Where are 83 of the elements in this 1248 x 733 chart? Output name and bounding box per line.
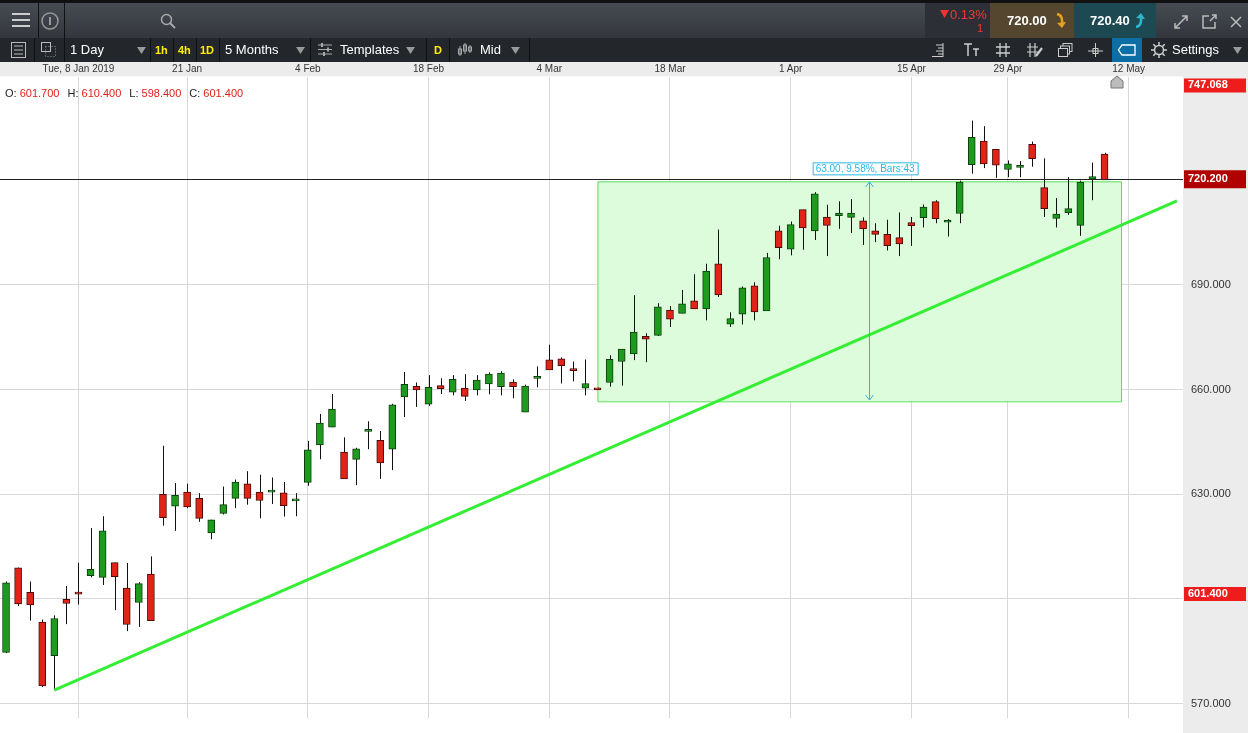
candlestick	[847, 198, 855, 234]
candlestick	[786, 221, 795, 256]
candlestick	[690, 273, 698, 310]
text: 5 Months	[225, 42, 279, 57]
y-tick-label: 630.000	[1191, 487, 1231, 500]
x-tick-label: Tue, 8 Jan 2019	[42, 63, 115, 75]
candlestick	[895, 211, 904, 257]
candlestick	[883, 219, 892, 251]
candlestick	[907, 216, 916, 247]
candlestick	[931, 199, 940, 224]
text: D	[434, 44, 442, 56]
text: Mid	[480, 42, 501, 57]
y-tick-label: 690.000	[1191, 277, 1231, 290]
band-label: 63.00, 9.58%, Bars:43	[815, 163, 916, 175]
text: 747.068	[1188, 78, 1228, 91]
annotation: H: 610.400	[67, 87, 122, 99]
candlestick	[1040, 157, 1049, 218]
candlestick	[835, 200, 843, 230]
candlestick	[1052, 197, 1061, 228]
candlestick	[219, 486, 228, 515]
text: Templates	[340, 42, 400, 57]
candlestick	[823, 204, 831, 257]
y-tick-label: 570.000	[1191, 696, 1231, 709]
candlestick	[629, 294, 638, 361]
candlestick	[533, 365, 542, 388]
candlestick	[243, 470, 252, 506]
candlestick	[666, 305, 674, 328]
candlestick	[485, 371, 493, 395]
text: 720.00	[1007, 13, 1047, 28]
candlestick	[472, 374, 481, 396]
text: 0.13%	[950, 7, 987, 22]
x-tick-label: 15 Apr	[896, 63, 927, 75]
x-tick-label: 18 Feb	[412, 63, 445, 75]
text: 4h	[178, 44, 191, 56]
candlestick	[376, 430, 385, 480]
candlestick	[871, 222, 880, 243]
text: 1 Day	[70, 42, 104, 57]
candlestick	[992, 148, 1000, 179]
candlestick	[859, 216, 867, 246]
candlestick	[460, 373, 469, 402]
candlestick	[328, 393, 336, 428]
y-tick-label: 660.000	[1191, 382, 1231, 395]
candlestick	[641, 332, 650, 363]
x-tick-label: 29 Apr	[993, 63, 1024, 75]
candlestick	[195, 492, 204, 523]
candlestick	[557, 356, 566, 385]
text: Settings	[1172, 42, 1219, 57]
x-tick-label: 18 Mar	[654, 63, 687, 75]
candlestick	[62, 585, 71, 625]
candlestick	[497, 370, 505, 396]
candlestick	[134, 581, 143, 628]
candlestick	[316, 413, 324, 460]
candlestick	[509, 378, 517, 399]
candlestick	[569, 361, 578, 382]
x-tick-label: 1 Apr	[779, 63, 804, 75]
candlestick	[171, 482, 179, 532]
text: 601.400	[1188, 587, 1228, 600]
candlestick	[364, 420, 373, 450]
candlestick	[545, 344, 554, 371]
candlestick	[1088, 162, 1097, 201]
x-tick-label: 4 Feb	[295, 63, 322, 75]
candlestick	[352, 447, 360, 486]
text: 720.40	[1090, 13, 1130, 28]
x-tick-label: 4 Mar	[536, 63, 563, 75]
text: 1	[977, 22, 984, 34]
x-tick-label: 21 Jan	[172, 63, 203, 75]
candlestick	[617, 348, 626, 387]
ref-line-label: 720.200	[1188, 172, 1228, 185]
text: 1h	[155, 44, 168, 56]
candlestick	[798, 209, 807, 251]
candlestick	[110, 562, 119, 611]
candlestick	[448, 374, 457, 396]
candlestick	[159, 445, 167, 527]
annotation: L: 598.400	[129, 87, 182, 99]
text: 1D	[200, 44, 215, 56]
candlestick	[979, 125, 988, 169]
x-tick-label: 12 May	[1112, 63, 1146, 75]
candlestick	[26, 581, 35, 622]
annotation: C: 601.400	[189, 87, 244, 99]
candlestick	[1064, 176, 1073, 216]
candlestick	[1028, 141, 1036, 168]
candlestick	[279, 481, 288, 518]
annotation: O: 601.700	[5, 87, 60, 99]
